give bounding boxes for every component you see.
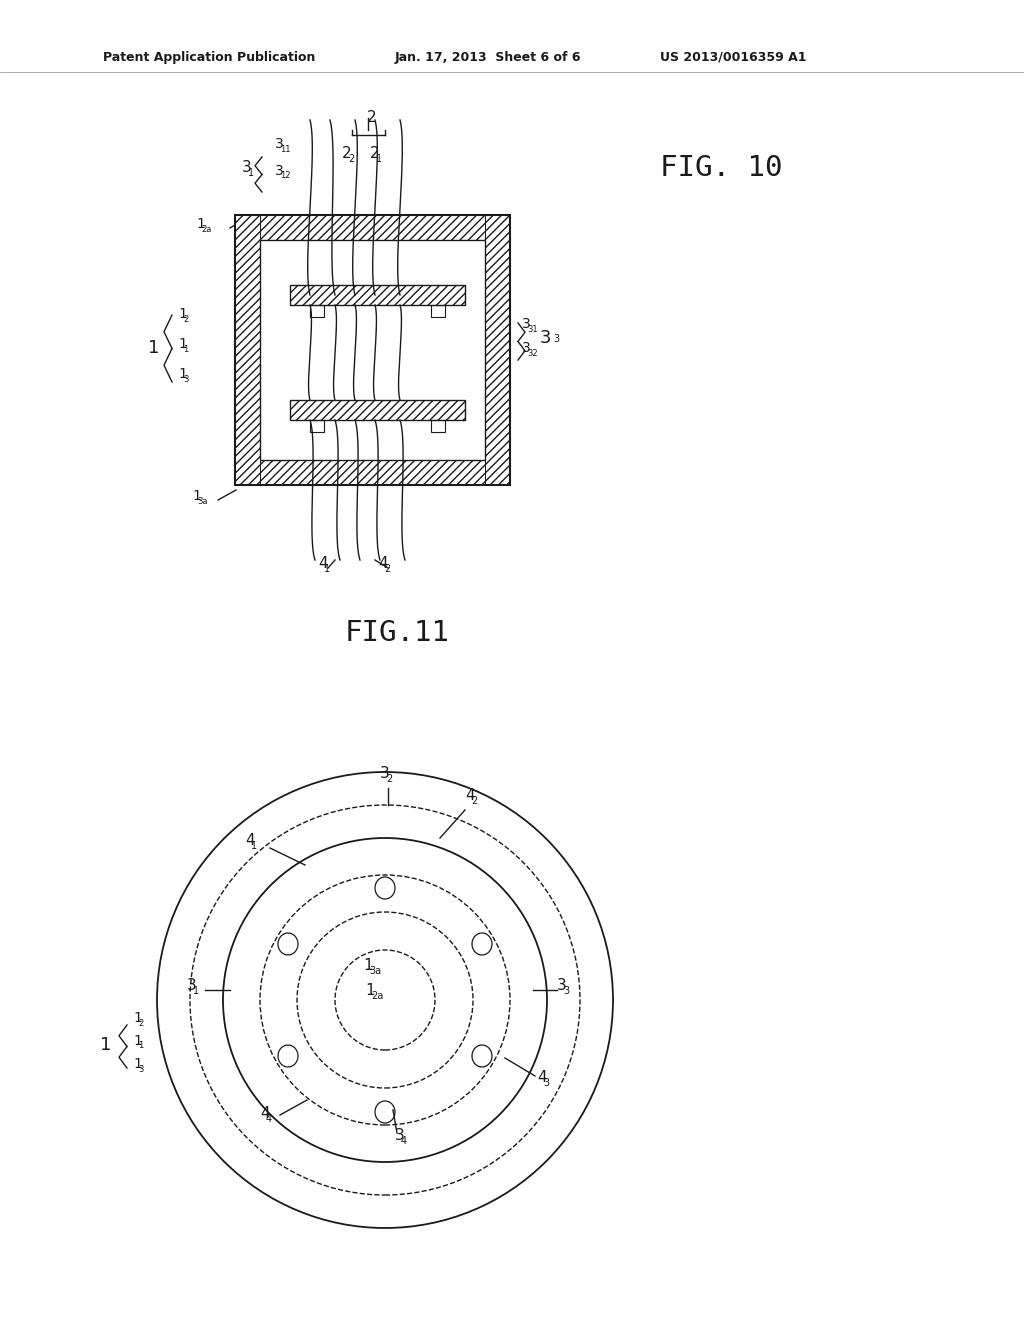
Text: US 2013/0016359 A1: US 2013/0016359 A1 — [660, 50, 807, 63]
Text: 2: 2 — [367, 111, 377, 125]
Text: 3a: 3a — [369, 966, 381, 975]
Text: 12: 12 — [281, 172, 291, 181]
Text: 1: 1 — [178, 308, 186, 321]
Text: FIG.11: FIG.11 — [345, 619, 450, 647]
Text: 3: 3 — [553, 334, 559, 345]
Text: 1: 1 — [251, 841, 257, 851]
Text: 1: 1 — [196, 216, 205, 231]
Ellipse shape — [475, 936, 489, 952]
Text: 3: 3 — [183, 375, 188, 384]
Text: 1: 1 — [100, 1036, 112, 1053]
Text: 4: 4 — [260, 1106, 269, 1121]
Text: 3a: 3a — [198, 496, 208, 506]
Bar — [310, 305, 324, 317]
Text: 32: 32 — [527, 348, 539, 358]
Text: 1: 1 — [193, 488, 201, 503]
Text: 1: 1 — [133, 1011, 142, 1026]
Text: 3: 3 — [275, 137, 284, 150]
Text: 1: 1 — [194, 986, 200, 995]
Text: 2: 2 — [386, 774, 392, 784]
Bar — [310, 420, 324, 432]
Text: 3: 3 — [395, 1129, 404, 1143]
Text: 2: 2 — [348, 154, 354, 164]
Text: Patent Application Publication: Patent Application Publication — [103, 50, 315, 63]
Text: 3: 3 — [275, 164, 284, 178]
Text: 2: 2 — [138, 1019, 143, 1027]
Text: Jan. 17, 2013  Sheet 6 of 6: Jan. 17, 2013 Sheet 6 of 6 — [395, 50, 582, 63]
Text: 1: 1 — [183, 345, 188, 354]
Ellipse shape — [281, 936, 295, 952]
Text: 3: 3 — [522, 341, 530, 355]
Text: 4: 4 — [318, 556, 328, 572]
Bar — [234, 215, 260, 484]
Text: 2a: 2a — [371, 991, 383, 1001]
Text: 3: 3 — [138, 1064, 144, 1073]
Text: 4: 4 — [401, 1135, 408, 1146]
Text: 1: 1 — [148, 339, 160, 356]
Text: 1: 1 — [362, 958, 373, 973]
Bar — [290, 285, 465, 305]
Ellipse shape — [281, 1048, 295, 1064]
Text: 2a: 2a — [202, 224, 212, 234]
Text: 3: 3 — [242, 160, 252, 176]
Text: 1: 1 — [178, 337, 186, 351]
Bar — [234, 215, 510, 484]
Text: 1: 1 — [138, 1041, 143, 1051]
Text: 3: 3 — [540, 329, 552, 347]
Ellipse shape — [378, 1104, 392, 1119]
Text: 1: 1 — [324, 564, 330, 574]
Text: 1: 1 — [133, 1057, 142, 1071]
Text: 3: 3 — [557, 978, 566, 993]
Bar — [290, 400, 465, 420]
Text: 4: 4 — [378, 556, 388, 572]
Text: 31: 31 — [527, 325, 539, 334]
Text: 1: 1 — [376, 154, 382, 164]
Text: 11: 11 — [281, 144, 291, 153]
Bar — [431, 305, 445, 317]
Bar — [485, 215, 510, 484]
Text: 3: 3 — [187, 978, 197, 993]
Ellipse shape — [378, 880, 392, 896]
Bar — [234, 215, 510, 240]
Text: 2: 2 — [370, 147, 380, 161]
Text: 1: 1 — [248, 168, 254, 178]
Text: 3: 3 — [543, 1078, 549, 1088]
Text: 3: 3 — [563, 986, 569, 995]
Text: 2: 2 — [384, 564, 390, 574]
Text: 4: 4 — [245, 833, 255, 847]
Text: 2: 2 — [471, 796, 477, 805]
Bar — [290, 285, 465, 305]
Bar — [290, 400, 465, 420]
Text: 4: 4 — [465, 788, 475, 803]
Text: 3: 3 — [522, 317, 530, 331]
Text: FIG. 10: FIG. 10 — [660, 154, 782, 182]
Text: 1: 1 — [365, 983, 375, 998]
Text: 1: 1 — [133, 1034, 142, 1048]
Text: 2: 2 — [183, 314, 188, 323]
Ellipse shape — [475, 1048, 489, 1064]
Text: 4: 4 — [266, 1114, 272, 1123]
Text: 2: 2 — [342, 147, 351, 161]
Bar — [260, 240, 485, 459]
Text: 3: 3 — [380, 766, 390, 781]
Text: 1: 1 — [178, 367, 186, 381]
Bar — [234, 459, 510, 484]
Bar — [431, 420, 445, 432]
Text: 4: 4 — [537, 1071, 547, 1085]
